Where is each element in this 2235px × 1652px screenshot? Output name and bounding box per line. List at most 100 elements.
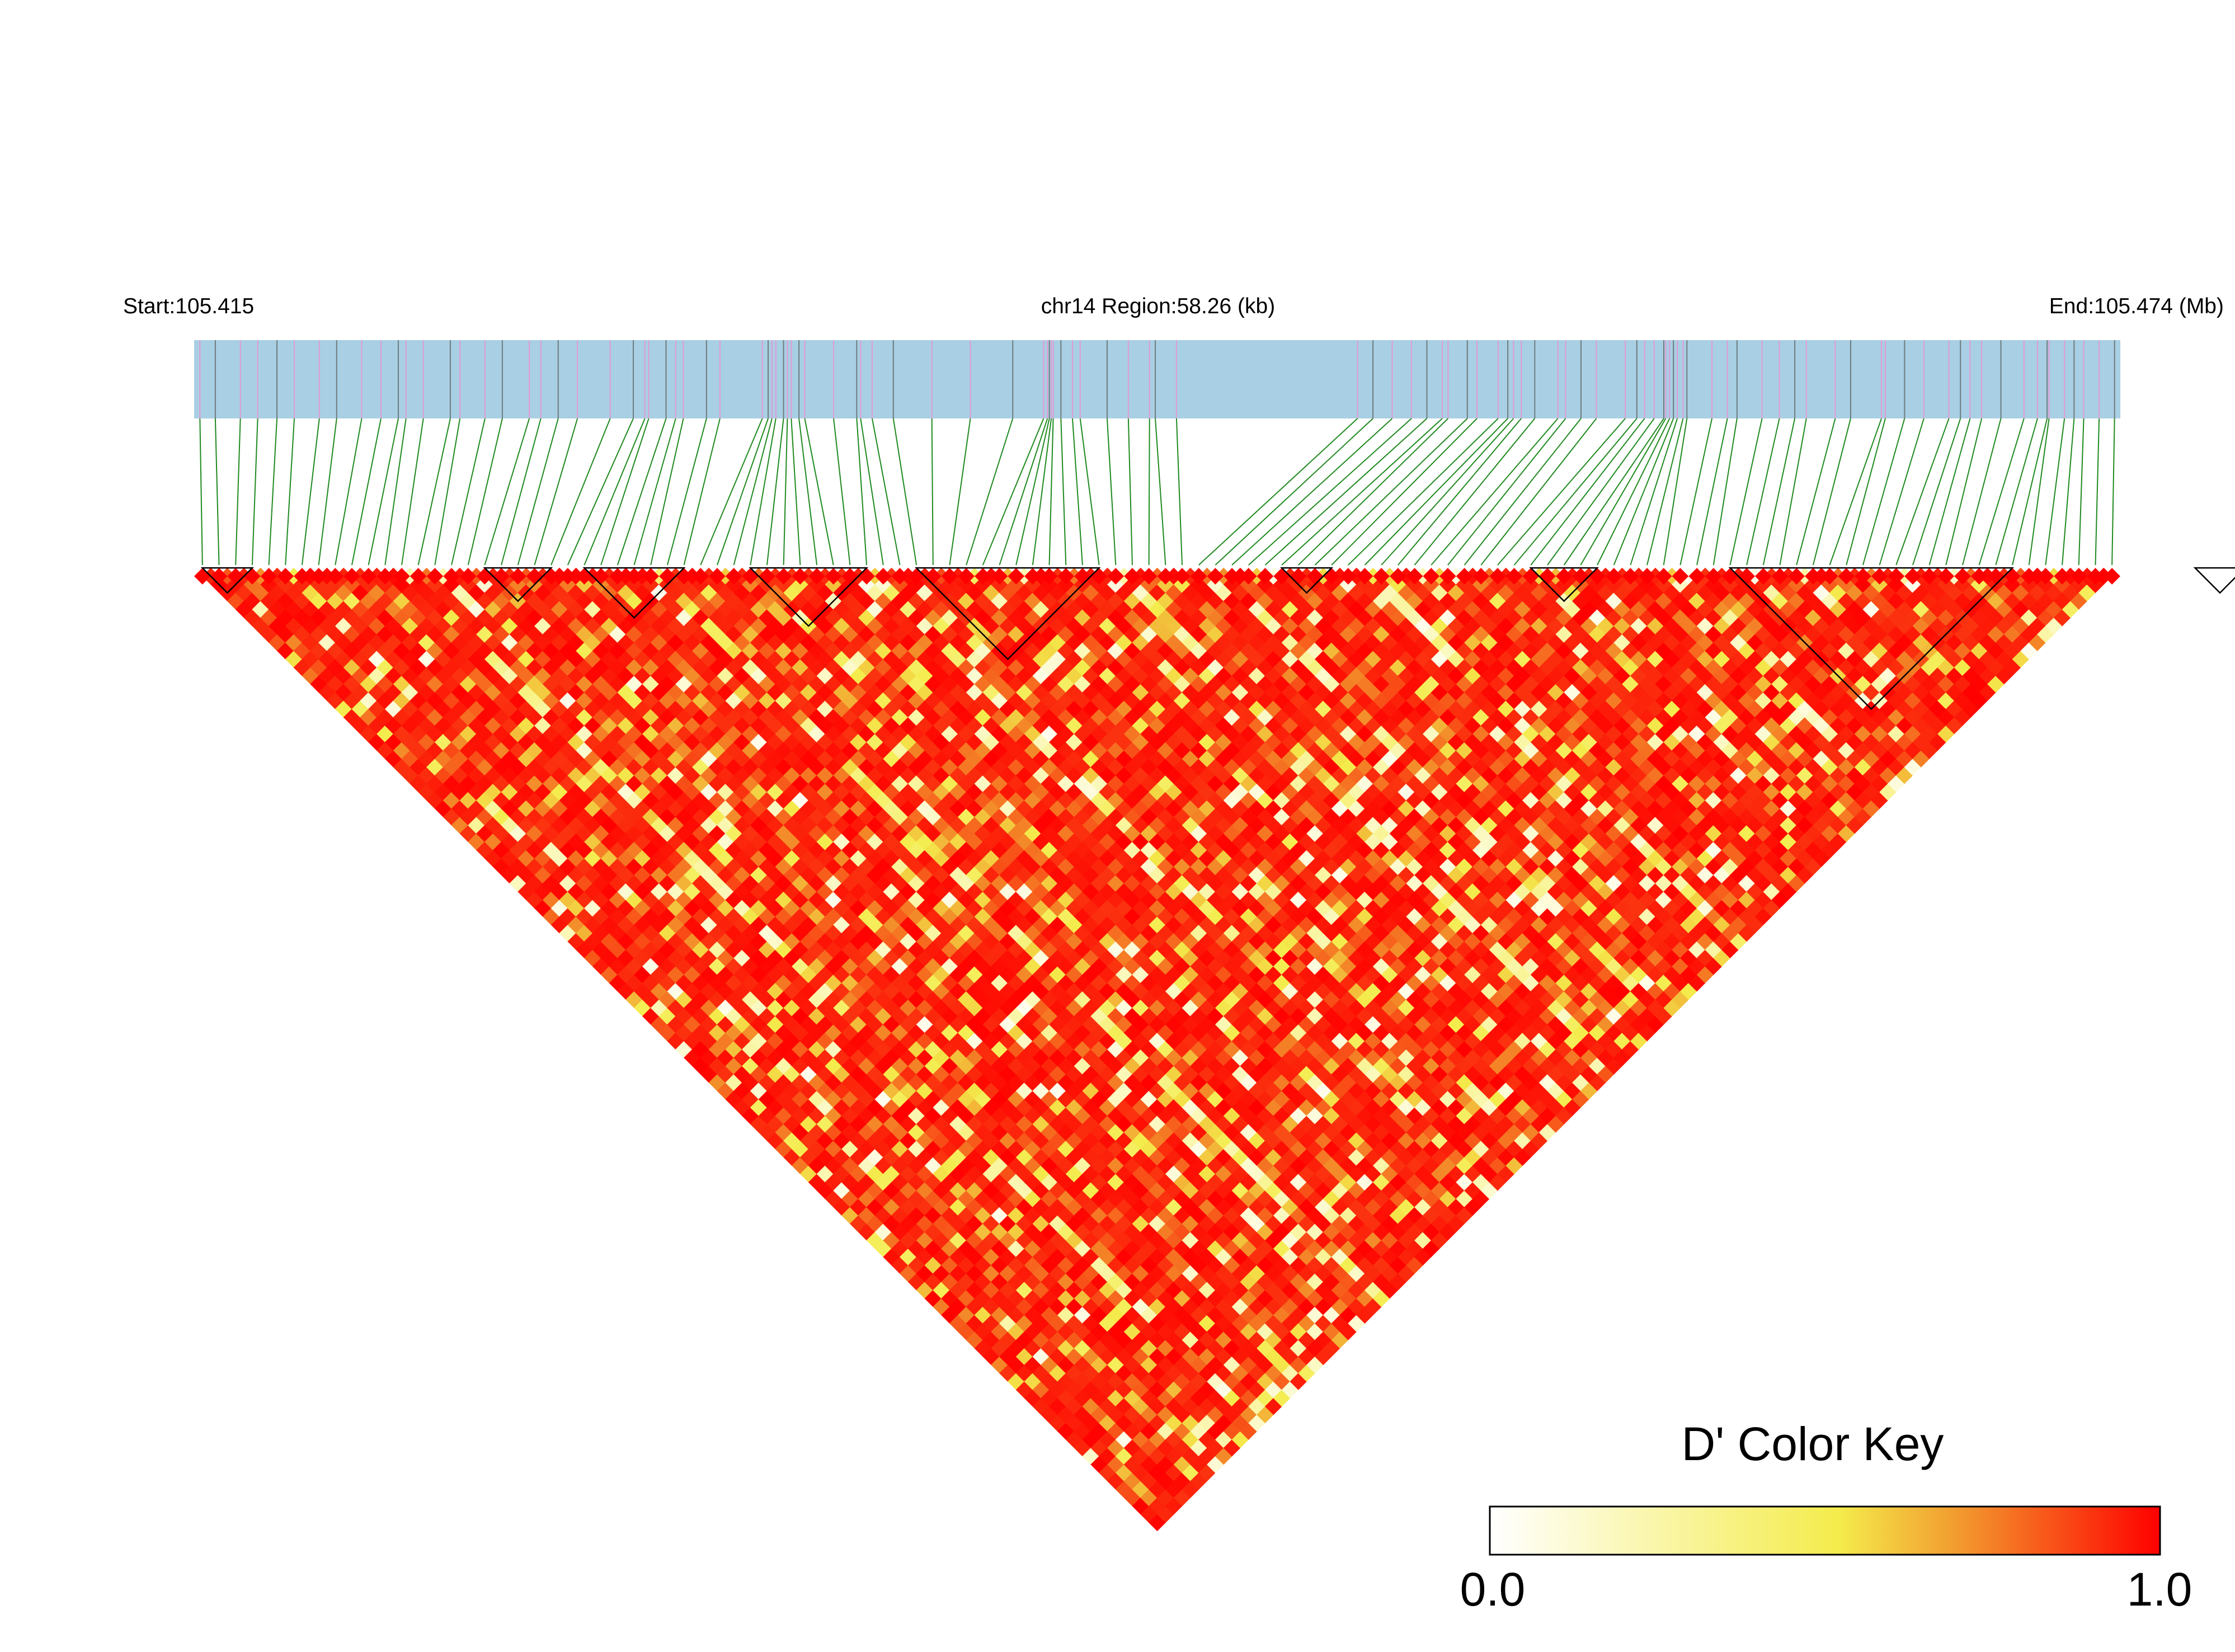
snp-connector: [1746, 418, 1780, 566]
snp-connector: [666, 418, 707, 566]
snp-connector: [733, 418, 773, 566]
snp-connector: [1148, 418, 1150, 566]
snp-connector: [1298, 418, 1449, 566]
snp-connector: [1646, 418, 1684, 566]
snp-connector: [368, 418, 399, 566]
snp-connector: [860, 418, 884, 566]
snp-connector: [268, 418, 278, 566]
snp-connector: [285, 418, 295, 566]
snp-connector: [1264, 418, 1428, 566]
snp-connector: [1106, 418, 1117, 566]
region-center-label: chr14 Region:58.26 (kb): [1041, 294, 1275, 318]
snp-connector: [600, 418, 650, 566]
snp-connector: [318, 418, 337, 566]
ld-heatmap-cells: [194, 567, 2120, 1532]
snp-connector: [798, 418, 818, 566]
snp-connector: [1812, 418, 1851, 566]
snp-connector: [484, 418, 530, 566]
snp-connector: [804, 418, 834, 566]
snp-connector: [1079, 418, 1100, 566]
snp-connector: [199, 418, 203, 566]
snp-connector: [467, 418, 503, 566]
snp-connector: [1613, 418, 1674, 566]
snp-connector: [1879, 418, 1925, 566]
snp-connector: [856, 418, 868, 566]
snp-connector: [949, 418, 971, 566]
snp-connector: [1563, 418, 1664, 566]
snp-connector: [1912, 418, 1961, 566]
snp-connector: [550, 418, 611, 566]
snp-connector: [892, 418, 917, 566]
snp-connector: [1547, 418, 1655, 566]
snp-connector: [1175, 418, 1183, 566]
snp-connector: [1729, 418, 1763, 566]
snp-connector: [1796, 418, 1836, 566]
snp-connector: [384, 418, 407, 566]
snp-connector: [791, 418, 801, 566]
snp-connector: [999, 418, 1048, 566]
region-end-label: End:105.474 (Mb): [2049, 294, 2224, 318]
snp-connector: [534, 418, 578, 566]
snp-connector: [1679, 418, 1713, 566]
snp-connector: [1281, 418, 1443, 566]
snp-connector: [584, 418, 646, 566]
snp-connector: [401, 418, 424, 566]
snp-connector: [1060, 418, 1067, 566]
snp-connector: [982, 418, 1044, 566]
snp-connector: [1314, 418, 1468, 566]
snp-connector: [301, 418, 320, 566]
snp-connector: [871, 418, 901, 566]
snp-connector: [251, 418, 258, 566]
snp-connector: [1696, 418, 1728, 566]
snp-connector: [2095, 418, 2100, 566]
snp-connector: [683, 418, 721, 566]
snp-connector: [931, 418, 934, 566]
snp-connector: [501, 418, 542, 566]
snp-connector: [1032, 418, 1052, 566]
snp-connector: [1846, 418, 1886, 566]
region-start-label: Start:105.415: [123, 294, 254, 318]
snp-connector: [1480, 418, 1597, 566]
snp-connector: [1962, 418, 2002, 566]
snp-connector: [351, 418, 382, 566]
snp-connector: [1928, 418, 1971, 566]
snp-connector: [1414, 418, 1536, 566]
snp-connector: [1381, 418, 1514, 566]
snp-connector: [1497, 418, 1626, 566]
snp-connector: [1513, 418, 1638, 566]
snp-connector: [1597, 418, 1671, 566]
snp-connector: [1015, 418, 1050, 566]
snp-connector: [2078, 418, 2085, 566]
snp-connector: [214, 418, 220, 566]
snp-connector: [1712, 418, 1738, 566]
snp-connector: [1995, 418, 2038, 566]
snp-connector: [2012, 418, 2048, 566]
snp-connector: [833, 418, 851, 566]
snp-connector: [1762, 418, 1796, 566]
snp-connector: [1829, 418, 1883, 566]
snp-connector: [1945, 418, 1983, 566]
snp-connector: [1779, 418, 1807, 566]
snp-connector: [717, 418, 769, 566]
snp-connector: [1348, 418, 1499, 566]
snp-connector: [966, 418, 1014, 566]
snp-connector: [1398, 418, 1522, 566]
snp-connector: [567, 418, 634, 566]
snp-connector: [1895, 418, 1950, 566]
snp-connector: [1447, 418, 1566, 566]
snp-connector: [1127, 418, 1133, 566]
snp-connector: [1215, 418, 1373, 566]
snp-connector: [2045, 418, 2065, 566]
snp-connector-group: [199, 418, 2115, 566]
snp-connector: [1580, 418, 1667, 566]
snp-connector: [2028, 418, 2050, 566]
chromosome-track: [194, 340, 2120, 418]
snp-connector: [1663, 418, 1688, 566]
snp-connector: [1862, 418, 1905, 566]
snp-connector: [2111, 418, 2115, 566]
snp-connector: [750, 418, 777, 566]
snp-connector: [235, 418, 241, 566]
snp-connector: [1231, 418, 1393, 566]
snp-connector: [1331, 418, 1478, 566]
